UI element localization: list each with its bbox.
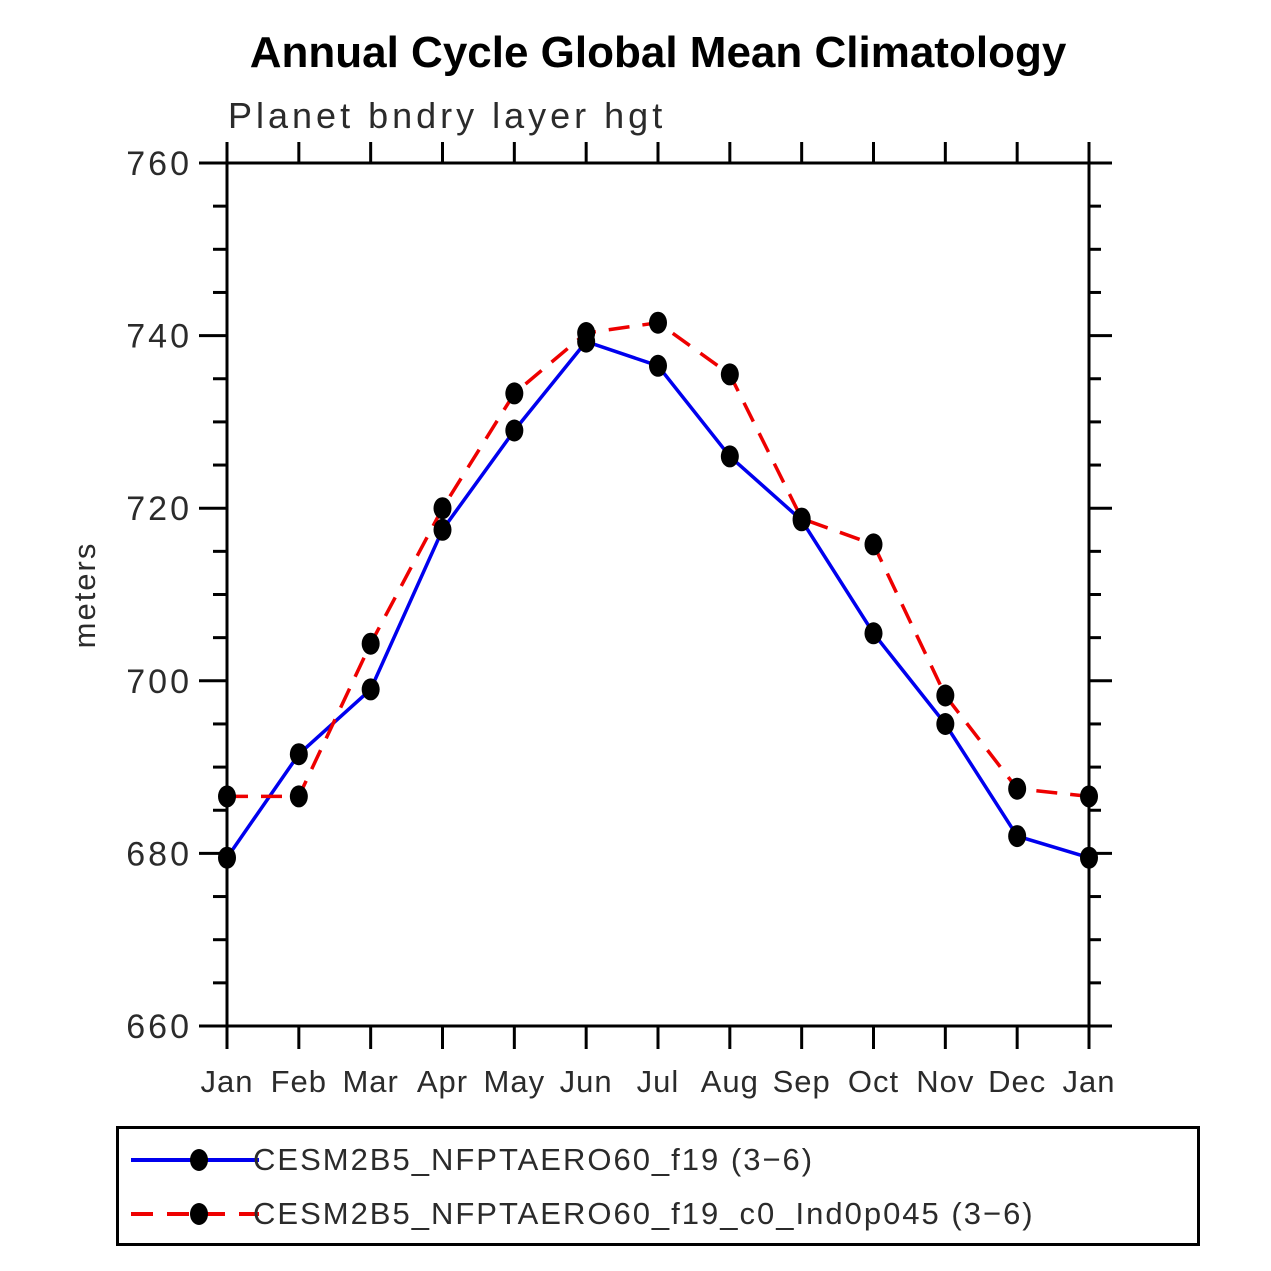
series-0-marker [289, 743, 308, 766]
y-tick-label: 660 [126, 1008, 192, 1046]
series-1-marker [577, 322, 596, 344]
legend-entry-control: CESM2B5_NFPTAERO60_f19 (3−6) [119, 1133, 1197, 1187]
series-0-marker [505, 419, 524, 442]
series-line-0 [225, 339, 1090, 860]
legend-box: CESM2B5_NFPTAERO60_f19 (3−6) CESM2B5_NFP… [116, 1126, 1200, 1246]
x-tick-label: May [484, 1064, 546, 1099]
series-0-marker [720, 445, 739, 468]
x-tick-label: Dec [988, 1064, 1046, 1099]
x-tick-label: Jan [201, 1064, 254, 1099]
series-1-marker [1008, 777, 1027, 800]
series-1-marker [505, 382, 524, 405]
legend-label-experiment: CESM2B5_NFPTAERO60_f19_c0_Ind0p045 (3−6) [253, 1196, 1035, 1231]
x-tick-label: Sep [773, 1064, 831, 1099]
y-tick-label: 740 [126, 318, 192, 356]
x-tick-label: Aug [701, 1064, 759, 1099]
series-1-marker [289, 785, 308, 808]
x-tick-label: Feb [271, 1064, 327, 1099]
x-tick-label: Nov [916, 1064, 974, 1099]
series-1-marker [649, 311, 667, 334]
series-1-marker [1080, 785, 1098, 808]
series-0-marker [218, 846, 236, 869]
legend-line-sample-solid [131, 1149, 259, 1171]
series-1-marker [433, 497, 452, 520]
series-0-marker [433, 518, 452, 541]
chart-title: Annual Cycle Global Mean Climatology [249, 28, 1067, 77]
series-1-marker [720, 363, 739, 386]
x-tick-label: Oct [848, 1064, 899, 1099]
legend-entry-experiment: CESM2B5_NFPTAERO60_f19_c0_Ind0p045 (3−6) [119, 1187, 1197, 1241]
y-axis-label: meters [67, 541, 102, 649]
series-0-marker [361, 678, 380, 701]
y-tick-label: 700 [126, 663, 192, 701]
series-0-marker [864, 622, 883, 645]
x-tick-label: Jan [1063, 1064, 1116, 1099]
series-1-marker [864, 533, 883, 556]
series-1-marker [792, 507, 811, 530]
chart-subtitle: Planet bndry layer hgt [228, 95, 667, 136]
series-1-marker [936, 684, 955, 707]
y-tick-label: 680 [126, 835, 192, 873]
series-0-marker [936, 713, 955, 735]
series-1-marker [361, 632, 380, 655]
series-line-1 [227, 320, 1090, 799]
y-tick-label: 760 [126, 145, 192, 183]
series-0-marker [1080, 846, 1098, 869]
x-tick-label: Jun [560, 1064, 613, 1099]
series-1-marker [218, 785, 236, 808]
y-tick-label: 720 [126, 490, 192, 528]
legend-label-control: CESM2B5_NFPTAERO60_f19 (3−6) [253, 1142, 815, 1177]
x-tick-label: Jul [637, 1064, 680, 1099]
x-tick-label: Apr [417, 1064, 468, 1099]
legend-line-sample-dashed [131, 1203, 259, 1225]
x-tick-label: Mar [342, 1064, 398, 1099]
series-0-marker [649, 354, 667, 377]
series-0-marker [1008, 825, 1027, 848]
